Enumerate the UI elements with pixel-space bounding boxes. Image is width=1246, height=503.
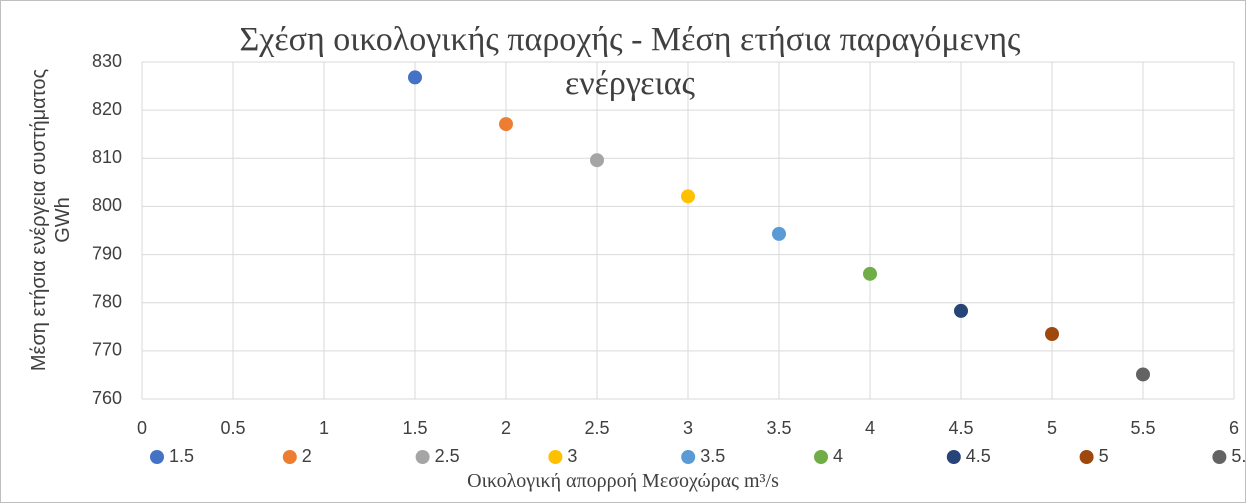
legend-label: 4.5 [966,446,991,466]
y-tick-label: 790 [92,243,122,263]
legend-marker [814,450,828,464]
x-tick-label: 4 [865,418,875,438]
legend-label: 3 [567,446,577,466]
x-tick-label: 1.5 [402,418,427,438]
point [1136,367,1150,382]
legend-marker [1212,450,1227,464]
legend-label: 5 [1099,446,1109,466]
y-tick-label: 780 [92,291,122,311]
point [1045,327,1059,342]
y-tick-label: 760 [92,388,122,408]
chart-title: Σχέση οικολογικής παροχής - Μέση ετήσια … [239,21,1021,102]
legend-marker [1079,450,1094,464]
x-tick-label: 3.5 [766,418,791,438]
x-tick-label: 2.5 [584,418,609,438]
y-tick-label: 830 [92,51,122,71]
y-tick-label: 810 [92,147,122,167]
legend-marker [150,450,164,464]
x-tick-label: 5.5 [1130,418,1155,438]
legend-label: 3.5 [700,446,725,466]
x-tick-label: 1 [319,418,329,438]
y-tick-label: 800 [92,195,122,215]
y-tick-label: 770 [92,340,122,360]
legend-label: 2.5 [435,446,460,466]
legend-marker [415,450,430,464]
point [590,153,604,168]
legend-label: 1.5 [169,446,194,466]
y-tick-label: 820 [92,99,122,119]
point [772,226,786,241]
legend-marker [282,450,297,464]
legend-label: 4 [833,446,843,466]
point [499,117,513,132]
x-tick-label: 6 [1229,418,1239,438]
point [863,266,877,281]
point [681,189,695,204]
x-tick-label: 2 [501,418,511,438]
point [954,303,968,318]
legend-marker [946,450,961,464]
legend-marker [681,450,696,464]
point [408,70,422,85]
x-tick-label: 0.5 [220,418,245,438]
x-tick-label: 0 [137,418,147,438]
x-tick-label: 4.5 [948,418,973,438]
legend-marker [548,450,563,464]
x-tick-label: 3 [683,418,693,438]
y-axis-label: Μέση ετήσια ενέργεια συστήματος GWh [28,68,74,372]
legend-label: 2 [302,446,312,466]
x-axis-label: Οικολογική απορροή Μεσοχώρας m³/s [467,470,779,492]
x-tick-label: 5 [1047,418,1057,438]
legend-label: 5.5 [1231,446,1246,466]
